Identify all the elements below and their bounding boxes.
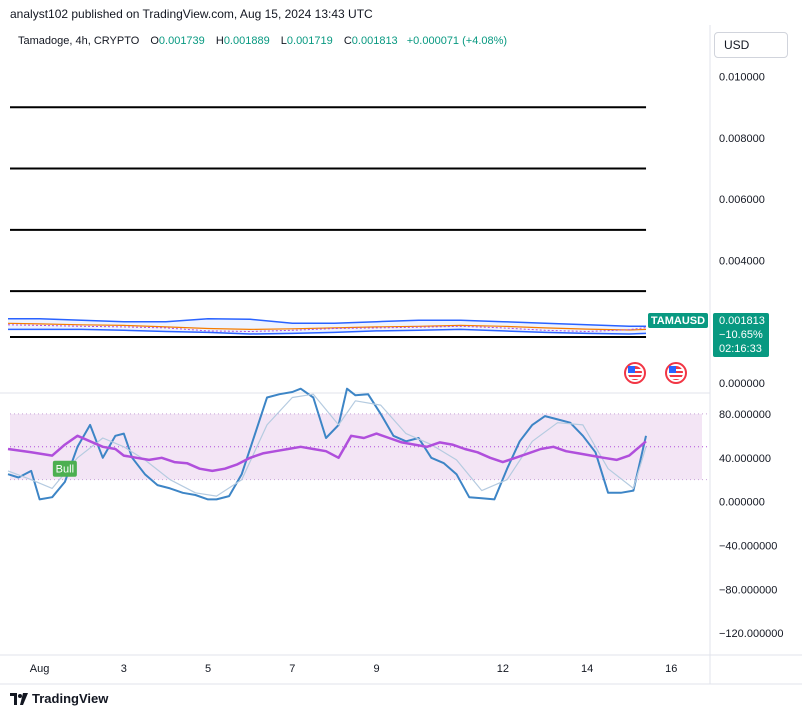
oscillator-axis-tick-label: −80.000000 (719, 584, 777, 596)
rsi-line (7, 432, 647, 473)
high-label: H (215, 35, 224, 47)
price-axis-tick-label: 0.006000 (719, 194, 765, 206)
price-tag-symbol: TAMAUSD (651, 315, 705, 327)
change-value: +0.000071 (+4.08%) (406, 35, 508, 47)
price-tag-change: −10.65% (719, 329, 763, 341)
oscillator-axis-tick-label: 40.000000 (719, 453, 771, 465)
tradingview-logo-icon (10, 692, 28, 705)
price-tag-symbol-bg (648, 313, 708, 328)
oscillator-axis-tick-label: −40.000000 (719, 540, 777, 552)
price-axis-tick-label: 0.008000 (719, 133, 765, 145)
price-tag-countdown: 02:16:33 (719, 343, 762, 355)
low-value: 0.001719 (286, 35, 333, 47)
oscillator-pane[interactable]: Bull (7, 387, 708, 501)
oscillator-axis-tick-label: 80.000000 (719, 409, 771, 421)
price-tag-bg (713, 313, 769, 357)
published-caption: analyst102 published on TradingView.com,… (10, 7, 373, 21)
time-axis-tick-label: 14 (581, 663, 593, 675)
stoch-d-line (7, 393, 647, 497)
us-flag-icon[interactable] (624, 362, 646, 384)
bull-label-bg (52, 460, 77, 477)
time-axis-tick-label: 3 (121, 663, 127, 675)
footer-brand[interactable]: TradingView (10, 691, 108, 706)
time-axis-tick-label: Aug (30, 663, 50, 675)
symbol-legend: Tamadoge, 4h, CRYPTO O0.001739 H0.001889… (18, 35, 507, 47)
open-value: 0.001739 (158, 35, 205, 47)
time-axis-tick-label: 16 (665, 663, 677, 675)
price-pane[interactable] (7, 106, 647, 339)
time-axis-tick-label: 12 (497, 663, 509, 675)
us-flag-icon[interactable] (665, 362, 687, 384)
open-label: O (150, 35, 159, 47)
footer-brand-text: TradingView (32, 691, 109, 706)
close-value: 0.001813 (351, 35, 398, 47)
oscillator-axis-tick-label: 0.000000 (719, 497, 765, 509)
symbol-info[interactable]: Tamadoge, 4h, CRYPTO (18, 35, 140, 47)
price-tag: TAMAUSD 0.001813 −10.65% 02:16:33 (648, 313, 769, 357)
oscillator-axis[interactable]: 80.000000 40.000000 0.000000 −40.000000 −80.… (719, 409, 784, 640)
time-axis-tick-label: 7 (289, 663, 295, 675)
price-axis-tick-label: 0.000000 (719, 378, 765, 390)
high-value: 0.001889 (223, 35, 270, 47)
currency-button[interactable]: USD (714, 32, 788, 58)
bollinger-upper-line (8, 317, 646, 328)
oscillator-axis-tick-label: −120.000000 (719, 628, 784, 640)
stoch-k-line (7, 387, 647, 501)
price-tag-price: 0.001813 (719, 315, 765, 327)
time-axis[interactable]: Aug 3 5 7 9 12 14 16 (30, 663, 678, 675)
price-axis-tick-label: 0.010000 (719, 72, 765, 84)
time-axis-tick-label: 5 (205, 663, 211, 675)
bull-label: Bull (56, 464, 74, 476)
moving-average-line (7, 322, 647, 331)
low-label: L (280, 35, 287, 47)
time-axis-tick-label: 9 (373, 663, 379, 675)
close-label: C (343, 35, 352, 47)
price-line (7, 324, 647, 333)
bollinger-lower-line (8, 328, 647, 335)
price-axis-tick-label: 0.004000 (719, 255, 765, 267)
